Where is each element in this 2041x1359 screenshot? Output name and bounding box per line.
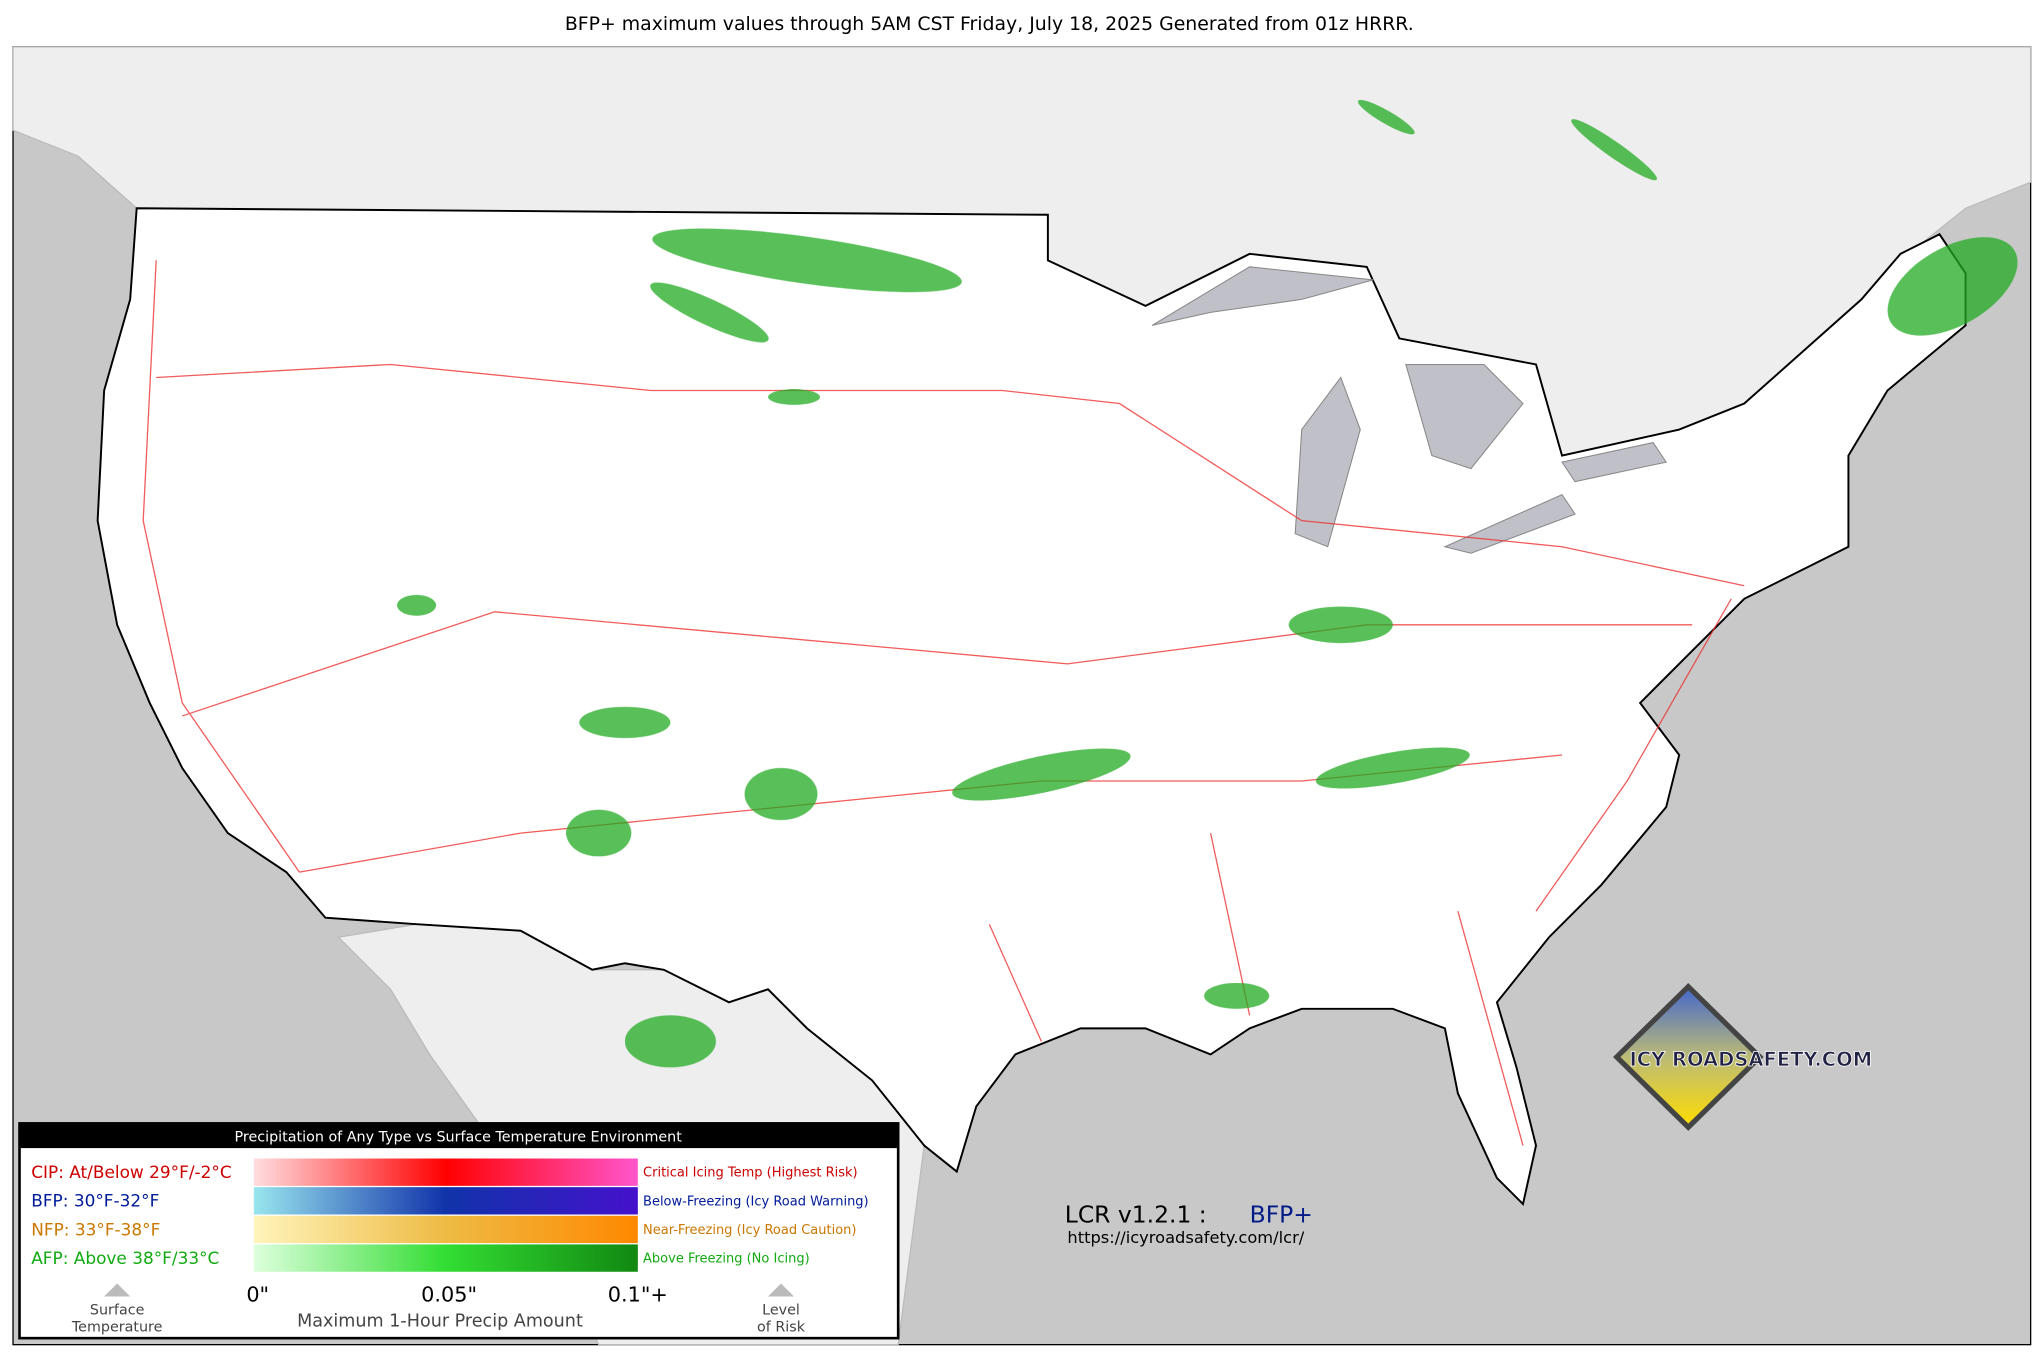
scale-label: 0" [246,1283,269,1307]
arrow-label: Temperature [71,1320,163,1336]
legend-row-label: CIP: At/Below 29°F/-2°C [31,1162,231,1182]
legend-gradient [253,1244,638,1272]
scale-title: Maximum 1-Hour Precip Amount [297,1311,583,1331]
legend-row-label: AFP: Above 38°F/33°C [31,1248,219,1268]
legend-gradient [253,1158,638,1186]
scale-label: 0.05" [421,1283,477,1307]
scale-labels: 0" 0.05" 0.1"+ [246,1283,668,1307]
arrow-icon [104,1283,131,1297]
legend-row-label: BFP: 30°F-32°F [31,1191,159,1211]
arrow-label: Level [762,1303,800,1319]
united-states [96,207,1967,1207]
product-name: BFP+ [1250,1200,1313,1228]
arrow-label: of Risk [757,1320,806,1336]
legend-header [19,1123,899,1149]
arrow-label: Surface [90,1303,145,1319]
logo-diamond [1612,983,1764,1131]
precip-areas [397,99,2018,1068]
map-title: BFP+ maximum values through 5AM CST Frid… [565,13,1414,35]
legend-row-description: Above Freezing (No Icing) [643,1252,810,1267]
legend-title: Precipitation of Any Type vs Surface Tem… [235,1130,683,1146]
logo-text: ICY ROADSAFETY.COM [1629,1048,1872,1071]
great-lakes [1151,266,1668,554]
logo: ICY ROADSAFETY.COM [1612,983,1873,1131]
legend-gradient [253,1187,638,1215]
legend-row-description: Critical Icing Temp (Highest Risk) [643,1166,858,1181]
legend-gradient [253,1215,638,1244]
legend-row-description: Below-Freezing (Icy Road Warning) [643,1194,869,1209]
legend-row-label: NFP: 33°F-38°F [31,1219,160,1239]
legend: Precipitation of Any Type vs Surface Tem… [18,1122,900,1340]
arrow-icon [768,1283,795,1297]
product-url: https://icyroadsafety.com/lcr/ [1067,1228,1304,1247]
scale-label: 0.1"+ [608,1283,668,1307]
legend-row-description: Near-Freezing (Icy Road Caution) [643,1223,856,1238]
product-version: LCR v1.2.1 : [1065,1200,1207,1228]
